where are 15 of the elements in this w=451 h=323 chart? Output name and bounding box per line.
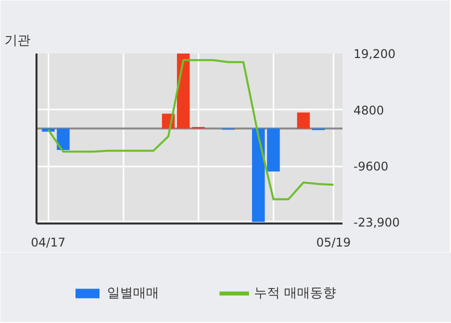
y-tick-label: 19,200 <box>354 47 396 61</box>
legend-label: 누적 매매동향 <box>254 285 336 302</box>
x-tick-label: 04/17 <box>30 236 66 250</box>
line-series <box>47 59 334 200</box>
bar <box>176 54 190 129</box>
bar <box>297 112 310 129</box>
legend-label: 일별매매 <box>107 285 159 302</box>
y-tick-label: 4800 <box>354 103 384 118</box>
y-tick-label: -9600 <box>354 160 388 174</box>
bar <box>56 128 70 150</box>
chart-title: 기관 <box>4 34 30 48</box>
bar <box>252 128 265 222</box>
y-tick-label: -23,900 <box>354 215 400 230</box>
x-tick-label: 05/19 <box>316 236 351 250</box>
bar <box>267 128 280 172</box>
